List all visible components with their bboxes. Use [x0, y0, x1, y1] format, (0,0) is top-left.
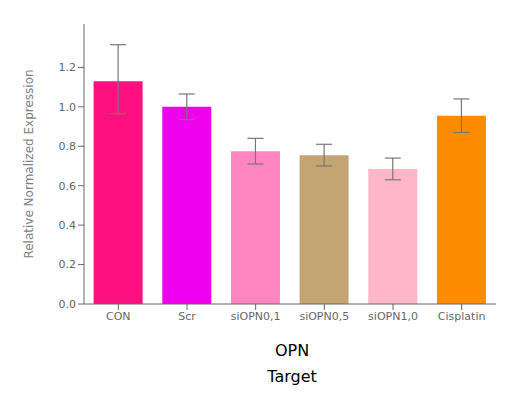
svg-text:0.4: 0.4 — [59, 219, 77, 232]
svg-text:siOPN1,0: siOPN1,0 — [368, 310, 418, 323]
svg-text:0.2: 0.2 — [59, 258, 77, 271]
svg-text:1.0: 1.0 — [59, 101, 77, 114]
html-text:Target: Target — [267, 367, 317, 386]
svg-text:0.0: 0.0 — [59, 298, 77, 311]
svg-text:1.2: 1.2 — [59, 61, 77, 74]
svg-text:CON: CON — [106, 310, 131, 323]
html-text:OPN: OPN — [274, 341, 310, 360]
svg-text:0.8: 0.8 — [59, 140, 77, 153]
svg-text:Relative Normalized Expression: Relative Normalized Expression — [22, 69, 36, 258]
svg-text:0.6: 0.6 — [59, 180, 77, 193]
svg-text:Scr: Scr — [178, 310, 196, 323]
svg-text:siOPN0,5: siOPN0,5 — [299, 310, 349, 323]
svg-text:siOPN0,1: siOPN0,1 — [231, 310, 281, 323]
svg-text:Cisplatin: Cisplatin — [438, 310, 486, 323]
